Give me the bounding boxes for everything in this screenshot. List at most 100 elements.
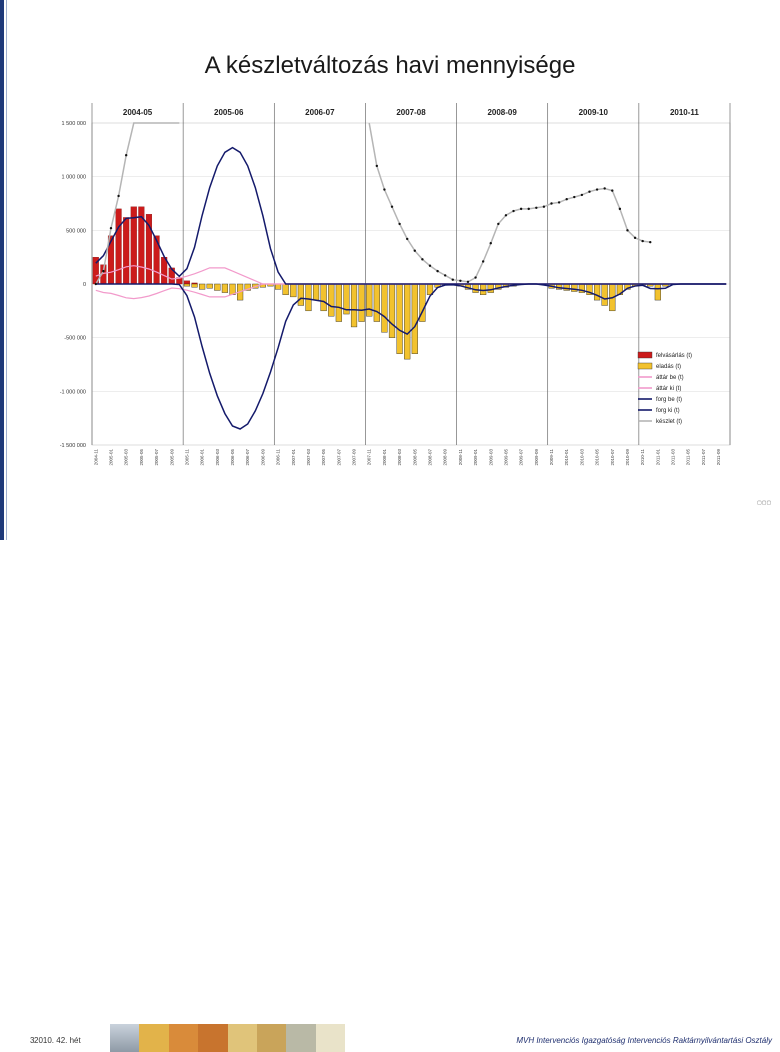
bar-eladas — [404, 283, 411, 360]
legend-label-forg_be: forg be (t) — [656, 397, 682, 403]
x-tick-label: 2010-11 — [640, 449, 645, 466]
watermark-logo: ▢▢▢ — [757, 500, 772, 506]
bar-eladas — [290, 283, 297, 298]
keszlet-point — [109, 226, 113, 230]
x-tick-label: 2005-07 — [154, 449, 159, 466]
x-tick-label: 2008-09 — [443, 449, 448, 466]
bar-eladas — [366, 283, 373, 317]
x-tick-label: 2011-01 — [655, 449, 660, 466]
keszlet-point — [595, 188, 599, 191]
bar-eladas — [320, 283, 327, 312]
keszlet-point — [474, 276, 477, 279]
keszlet-point — [603, 187, 606, 190]
bar-eladas — [221, 283, 229, 293]
bar-eladas — [350, 283, 358, 328]
keszlet-point — [413, 249, 416, 252]
keszlet-point — [390, 205, 394, 208]
x-tick-label: 2010-01 — [564, 449, 569, 466]
y-tick-label: 1 000 000 — [62, 175, 86, 181]
x-tick-label: 2007-05 — [321, 449, 326, 466]
x-tick-label: 2005-01 — [108, 449, 113, 466]
bar-eladas — [328, 283, 335, 317]
x-tick-label: 2011-07 — [701, 449, 706, 466]
legend-label-attarolas_ki: áttár ki (t) — [656, 386, 681, 392]
footer: 3 2010. 42. hét MVH Intervenciós Igazgat… — [0, 512, 780, 1052]
keszlet-point — [459, 279, 462, 282]
x-tick-label: 2009-03 — [488, 449, 493, 466]
y-tick-label: 0 — [83, 282, 86, 288]
line-keszlet — [95, 122, 180, 285]
keszlet-point — [618, 207, 622, 211]
season-label: 2006-07 — [305, 108, 335, 117]
x-tick-label: 2005-09 — [169, 449, 174, 466]
bar-eladas — [183, 283, 191, 287]
bar-eladas — [282, 283, 289, 295]
x-tick-label: 2005-03 — [124, 449, 129, 466]
keszlet-point — [527, 207, 530, 211]
bar-eladas — [373, 283, 380, 322]
keszlet-point — [489, 242, 492, 245]
keszlet-point — [421, 258, 424, 261]
keszlet-point — [649, 240, 652, 244]
legend-label-eladas: eladás (t) — [656, 364, 681, 370]
x-tick-label: 2008-11 — [458, 449, 463, 466]
bar-eladas — [601, 283, 608, 306]
x-tick-label: 2009-11 — [549, 449, 554, 466]
legend-label-keszlet: készlet (t) — [656, 419, 682, 425]
x-tick-label: 2006-11 — [276, 449, 281, 466]
keszlet-point — [124, 154, 128, 157]
x-tick-label: 2010-09 — [625, 449, 630, 466]
legend-label-forg_ki: forg ki (t) — [656, 408, 680, 414]
x-tick-label: 2006-01 — [200, 449, 205, 466]
x-tick-label: 2011-09 — [716, 449, 721, 466]
x-tick-label: 2009-05 — [503, 449, 508, 466]
bar-eladas — [244, 283, 251, 291]
keszlet-point — [557, 201, 561, 204]
keszlet-point — [466, 280, 470, 284]
keszlet-point — [102, 269, 105, 273]
legend-label-felvasarlas: felvásárlás (t) — [656, 353, 692, 359]
x-tick-label: 2008-07 — [427, 449, 432, 466]
bar-eladas — [487, 283, 494, 293]
x-tick-label: 2007-01 — [291, 449, 296, 466]
keszlet-point — [573, 195, 576, 199]
x-tick-label: 2006-07 — [245, 449, 250, 466]
keszlet-point — [383, 188, 386, 191]
bar-felvasarlas — [183, 280, 190, 285]
bar-eladas — [381, 283, 388, 333]
bar-felvasarlas — [123, 217, 130, 285]
week-label: 2010. 42. hét — [34, 1036, 81, 1045]
season-label: 2005-06 — [214, 108, 244, 117]
keszlet-point — [626, 229, 629, 232]
x-tick-label: 2009-09 — [534, 449, 539, 466]
keszlet-point — [542, 205, 546, 208]
season-label: 2010-11 — [670, 108, 699, 117]
bar-eladas — [274, 283, 282, 290]
keszlet-point — [497, 222, 500, 226]
keszlet-point — [504, 214, 508, 217]
keszlet-point — [611, 189, 614, 192]
bar-eladas — [358, 283, 365, 322]
x-tick-label: 2007-09 — [352, 449, 357, 466]
keszlet-point — [406, 237, 409, 241]
x-tick-label: 2004-11 — [93, 449, 98, 466]
chart: 1 500 000 1 000 000 500 000 0 -500 000 -1 000… — [60, 103, 731, 466]
bar-eladas — [472, 283, 479, 293]
y-tick-label: -1 000 000 — [60, 389, 86, 395]
keszlet-point — [641, 239, 644, 243]
x-tick-label: 2006-05 — [230, 449, 235, 466]
x-tick-label: 2010-05 — [595, 449, 600, 466]
x-tick-label: 2005-11 — [184, 449, 189, 466]
keszlet-point — [550, 202, 553, 205]
keszlet-point — [443, 274, 447, 277]
x-tick-label: 2010-03 — [579, 449, 584, 466]
bar-eladas — [563, 283, 570, 291]
keszlet-point — [565, 198, 568, 201]
season-label: 2007-08 — [396, 108, 426, 117]
legend-swatch-felvasarlas — [637, 351, 653, 359]
keszlet-point — [451, 278, 454, 281]
keszlet-point — [428, 264, 432, 267]
x-tick-label: 2006-03 — [215, 449, 220, 466]
line-keszlet — [368, 122, 651, 283]
bar-eladas — [335, 283, 342, 322]
